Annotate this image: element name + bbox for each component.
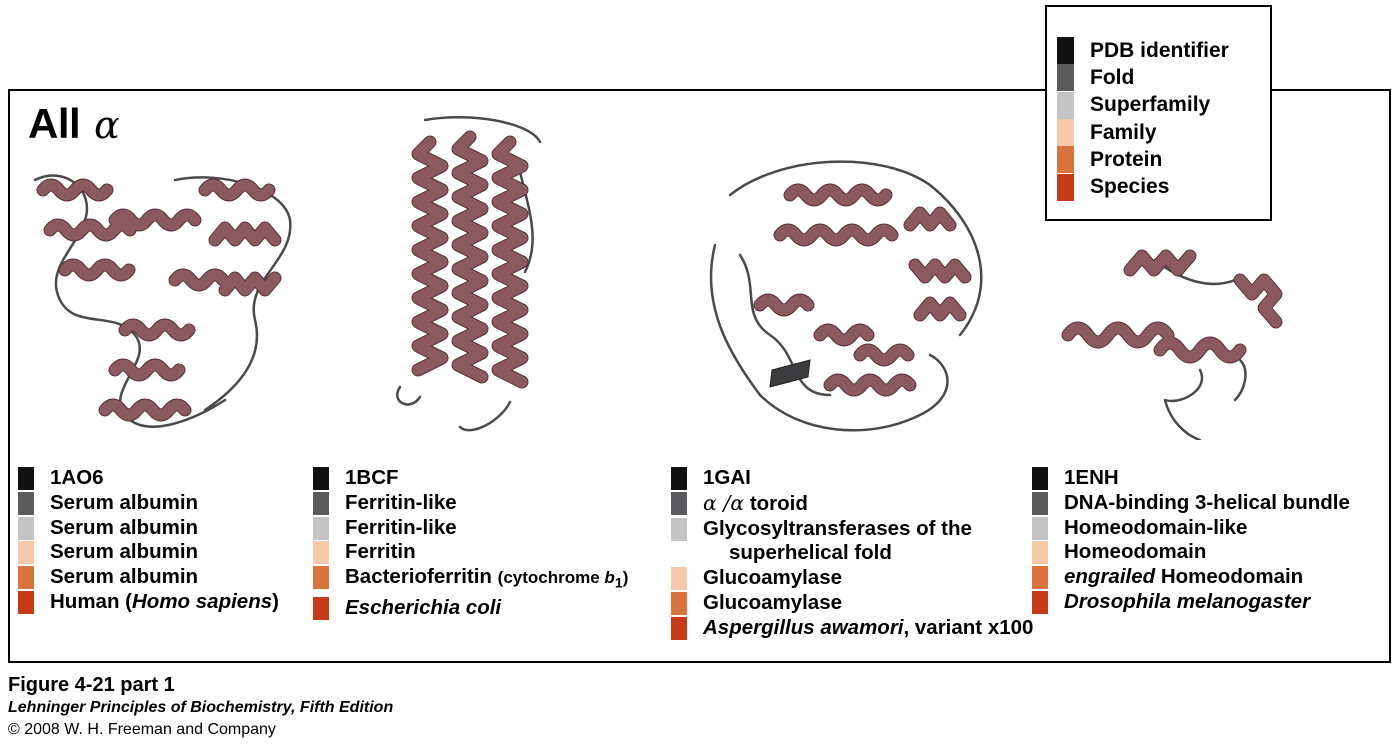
swatch-protein [18, 566, 34, 590]
row-family: Homeodomain [1032, 540, 1350, 565]
copyright: © 2008 W. H. Freeman and Company [8, 721, 276, 738]
panel-title: All α [28, 100, 120, 147]
swatch-family [1032, 541, 1048, 565]
swatch-superfamily [18, 516, 34, 540]
swatch-protein [671, 591, 687, 615]
legend-swatch [1057, 146, 1074, 174]
row-protein: Bacterioferritin (cytochrome b1) [313, 565, 628, 596]
row-species: Human (Homo sapiens) [18, 590, 279, 615]
swatch-superfamily [1032, 516, 1048, 540]
swatch-species [313, 597, 329, 621]
row-protein: Serum albumin [18, 565, 279, 590]
row-family: Glucoamylase [671, 566, 1033, 591]
row-fold: Ferritin-like [313, 491, 628, 516]
swatch-superfamily [671, 517, 687, 541]
row-superfamily: Ferritin-like [313, 516, 628, 541]
classification-1ao6: 1AO6 Serum albumin Serum albumin Serum a… [18, 466, 279, 615]
row-species: Aspergillus awamori, variant x100 [671, 616, 1033, 641]
row-fold: α /α toroid [671, 491, 1033, 517]
legend-item-pdb: PDB identifier [1057, 37, 1270, 65]
figure-caption: Figure 4-21 part 1 Lehninger Principles … [8, 673, 393, 741]
swatch-pdb [18, 467, 34, 490]
row-superfamily: Glycosyltransferases of the [671, 517, 1033, 542]
row-species: Drosophila melanogaster [1032, 590, 1350, 615]
protein-structure-homeodomain [1061, 249, 1283, 440]
row-pdb: 1ENH [1032, 466, 1350, 491]
swatch-species [1032, 590, 1048, 614]
swatch-species [18, 590, 34, 614]
row-protein: engrailed Homeodomain [1032, 565, 1350, 590]
legend-item-protein: Protein [1057, 146, 1270, 174]
legend-swatch [1057, 173, 1074, 201]
swatch-superfamily [313, 516, 329, 540]
figure-number: Figure 4-21 part 1 [8, 674, 175, 696]
alpha-symbol: α [94, 103, 120, 147]
legend-swatch [1057, 37, 1074, 65]
protein-structure-glucoamylase [709, 160, 983, 432]
legend-swatch [1057, 91, 1074, 119]
legend-swatch [1057, 64, 1074, 92]
legend: PDB identifier Fold Superfamily Family P… [1045, 5, 1272, 221]
protein-structure-bacterioferritin [396, 116, 542, 432]
row-fold: DNA-binding 3-helical bundle [1032, 491, 1350, 516]
classification-1bcf: 1BCF Ferritin-like Ferritin-like Ferriti… [313, 466, 628, 621]
swatch-fold [1032, 491, 1048, 515]
swatch-fold [671, 491, 687, 515]
swatch-family [671, 567, 687, 591]
classification-1enh: 1ENH DNA-binding 3-helical bundle Homeod… [1032, 466, 1350, 615]
swatch-pdb [313, 467, 329, 490]
legend-swatch [1057, 119, 1074, 147]
row-species: Escherichia coli [313, 596, 628, 621]
row-superfamily: Homeodomain-like [1032, 516, 1350, 541]
book-title: Lehninger Principles of Biochemistry, Fi… [8, 699, 394, 716]
legend-item-superfamily: Superfamily [1057, 91, 1270, 119]
row-pdb: 1BCF [313, 466, 628, 491]
swatch-family [313, 541, 329, 565]
swatch-fold [18, 491, 34, 515]
row-fold: Serum albumin [18, 491, 279, 516]
row-family: Serum albumin [18, 540, 279, 565]
swatch-species [671, 616, 687, 640]
legend-item-family: Family [1057, 119, 1270, 147]
swatch-fold [313, 491, 329, 515]
row-protein: Glucoamylase [671, 591, 1033, 616]
classification-1gai: 1GAI α /α toroid Glycosyltransferases of… [671, 466, 1033, 641]
swatch-pdb [1032, 467, 1048, 490]
swatch-family [18, 541, 34, 565]
legend-item-species: Species [1057, 173, 1270, 201]
protein-structure-serum-albumin [33, 174, 292, 428]
legend-item-fold: Fold [1057, 64, 1270, 92]
row-pdb: 1GAI [671, 466, 1033, 491]
swatch-protein [313, 566, 329, 590]
row-pdb: 1AO6 [18, 466, 279, 491]
swatch-pdb [671, 467, 687, 490]
row-superfamily-cont: superhelical fold [729, 541, 892, 565]
swatch-protein [1032, 566, 1048, 590]
row-family: Ferritin [313, 540, 628, 565]
row-superfamily: Serum albumin [18, 516, 279, 541]
